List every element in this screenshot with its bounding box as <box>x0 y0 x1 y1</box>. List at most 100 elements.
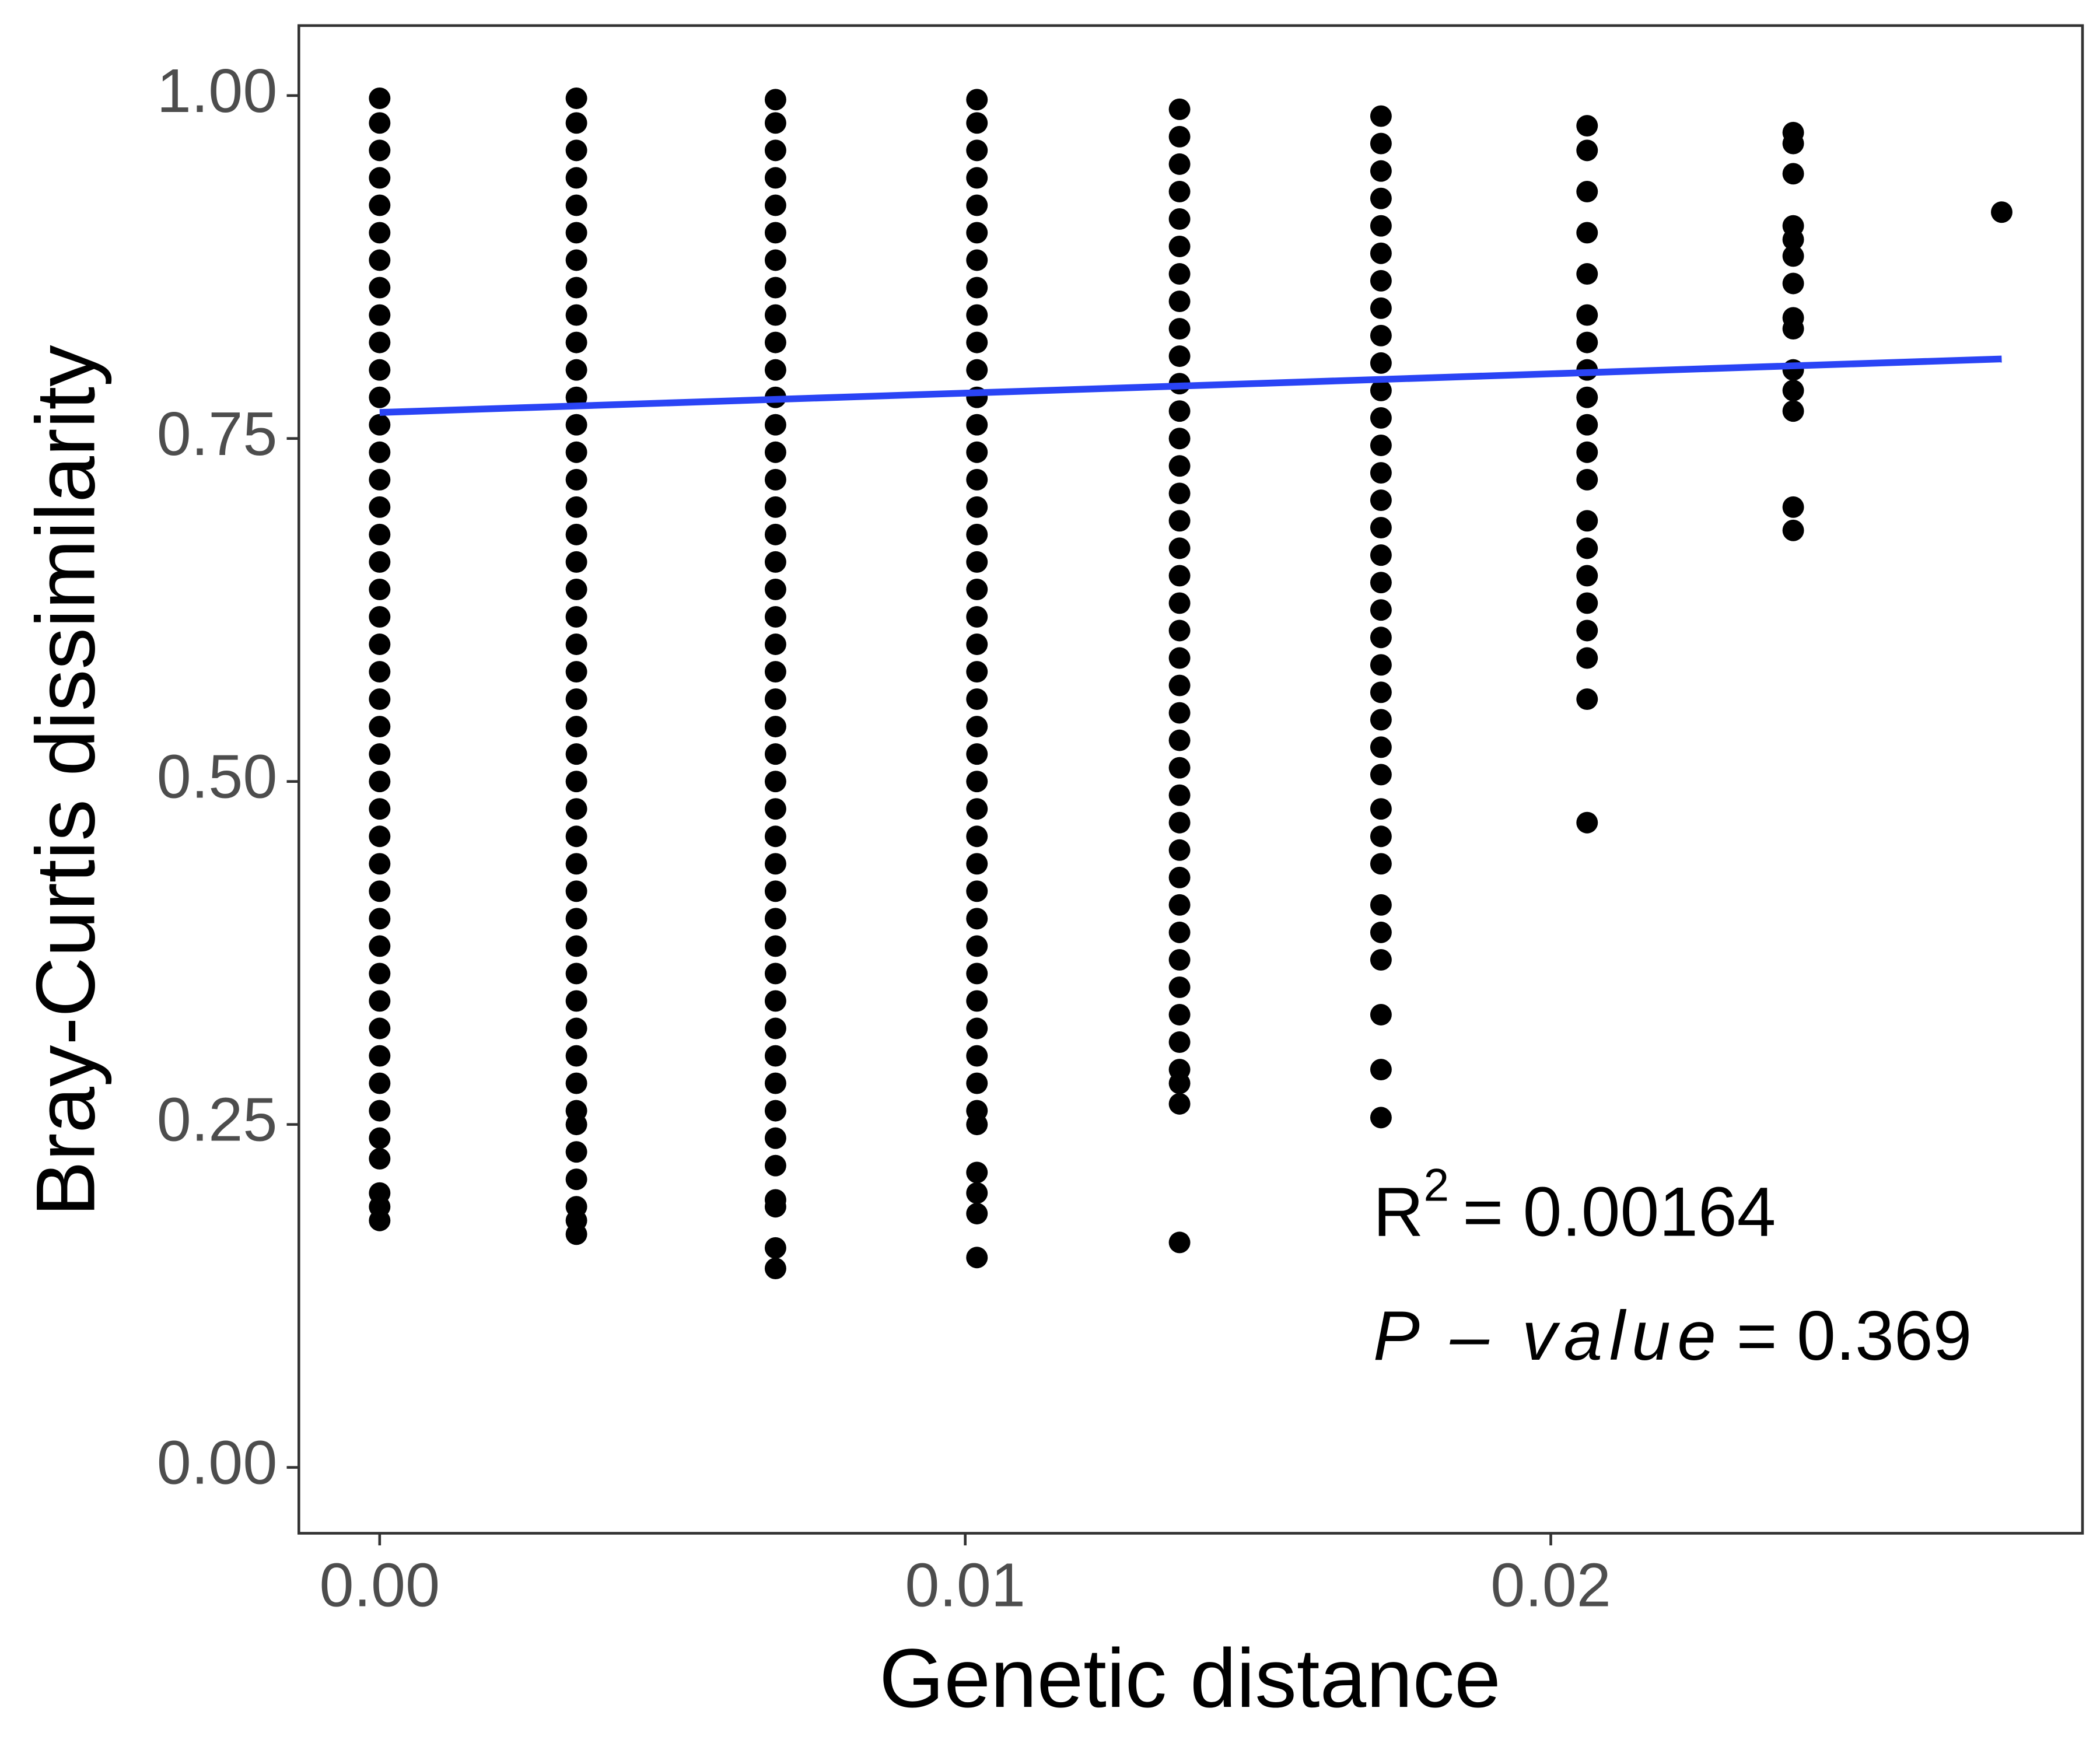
point <box>1168 565 1191 587</box>
point <box>764 276 786 299</box>
point <box>966 276 988 299</box>
point <box>369 578 391 600</box>
point <box>369 1127 391 1149</box>
y-axis-title: Bray-Curtis dissimilarity <box>19 345 113 1217</box>
point <box>369 112 391 134</box>
point <box>565 1168 587 1191</box>
y-tick-label: 0.00 <box>157 1429 278 1497</box>
point <box>1168 839 1191 861</box>
point <box>1168 455 1191 477</box>
fit-line <box>379 355 2002 416</box>
point <box>764 112 786 134</box>
point <box>764 771 786 793</box>
point <box>1782 245 1804 267</box>
x-tick-label: 0.00 <box>320 1550 440 1619</box>
r2-symbol: R <box>1373 1172 1424 1251</box>
y-tick-label: 1.00 <box>157 57 278 125</box>
point <box>1168 866 1191 888</box>
point <box>1370 764 1392 786</box>
point <box>764 990 786 1012</box>
point <box>1782 496 1804 518</box>
point <box>764 194 786 216</box>
point <box>565 167 587 189</box>
point <box>1168 784 1191 806</box>
point <box>369 386 391 408</box>
point <box>565 468 587 491</box>
point <box>565 249 587 271</box>
point <box>1168 482 1191 505</box>
point <box>565 331 587 354</box>
point <box>565 688 587 710</box>
point <box>966 853 988 875</box>
point <box>764 1045 786 1067</box>
point <box>1370 462 1392 484</box>
point <box>1370 489 1392 512</box>
point <box>1168 290 1191 313</box>
p-symbol: P – value <box>1373 1297 1723 1375</box>
point <box>565 441 587 463</box>
point <box>1782 132 1804 155</box>
point <box>565 661 587 682</box>
point <box>1370 1107 1392 1129</box>
point <box>966 222 988 244</box>
point <box>565 496 587 518</box>
point <box>1782 379 1804 401</box>
point <box>764 139 786 162</box>
point <box>966 880 988 902</box>
point <box>764 1154 786 1177</box>
point <box>369 496 391 518</box>
point <box>369 468 391 491</box>
point <box>966 1045 988 1067</box>
point <box>966 798 988 820</box>
point <box>1370 709 1392 731</box>
point <box>966 414 988 436</box>
point <box>1370 798 1392 820</box>
point <box>764 634 786 655</box>
point <box>1370 132 1392 155</box>
point <box>369 551 391 573</box>
point <box>369 743 391 765</box>
point <box>966 825 988 848</box>
point <box>1370 654 1392 676</box>
point <box>1168 208 1191 230</box>
point <box>1168 1231 1191 1254</box>
point <box>369 139 391 162</box>
point <box>764 496 786 518</box>
point <box>764 249 786 271</box>
point <box>1576 510 1598 532</box>
point <box>369 634 391 655</box>
point <box>1576 537 1598 559</box>
point <box>1370 517 1392 539</box>
r2-annotation: R2 = 0.00164 <box>1373 1159 1776 1251</box>
point <box>565 523 587 545</box>
point <box>764 1100 786 1122</box>
point <box>1168 1004 1191 1026</box>
y-tick-label: 0.25 <box>157 1086 278 1154</box>
point <box>1168 345 1191 368</box>
point <box>1370 853 1392 875</box>
point <box>1370 379 1392 401</box>
point <box>966 167 988 189</box>
point <box>369 276 391 299</box>
point <box>565 1072 587 1094</box>
point <box>1370 352 1392 374</box>
point <box>369 414 391 436</box>
point <box>565 908 587 930</box>
point <box>369 1045 391 1067</box>
point <box>1168 400 1191 422</box>
point <box>966 990 988 1012</box>
point <box>966 112 988 134</box>
point <box>966 1203 988 1224</box>
point <box>565 634 587 655</box>
point <box>369 194 391 216</box>
point <box>565 606 587 628</box>
point <box>764 743 786 765</box>
point <box>966 743 988 765</box>
point <box>1576 468 1598 491</box>
point <box>764 331 786 354</box>
point <box>764 468 786 491</box>
point <box>1782 318 1804 340</box>
point <box>369 441 391 463</box>
point <box>369 1209 391 1231</box>
